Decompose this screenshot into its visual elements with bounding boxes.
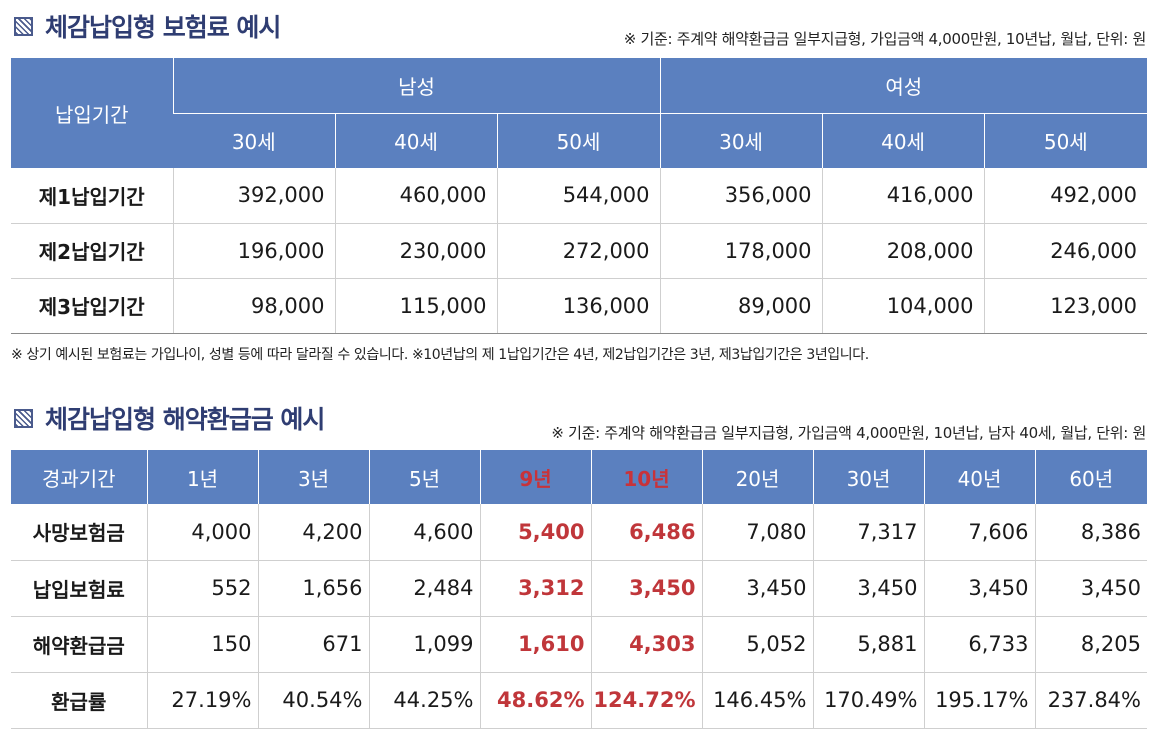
table-cell: 136,000 xyxy=(496,278,661,334)
table-cell: 3,312 xyxy=(479,560,591,617)
age-header: 30세 xyxy=(659,112,823,168)
hatched-square-icon xyxy=(14,408,33,428)
table-cell: 392,000 xyxy=(172,168,335,224)
table-cell: 150 xyxy=(146,616,258,673)
table-row: 제3납입기간 98,000 115,000 136,000 89,000 104… xyxy=(11,278,1148,334)
table-cell: 416,000 xyxy=(821,168,985,224)
table-cell: 230,000 xyxy=(334,223,497,279)
table-cell: 196,000 xyxy=(172,223,335,279)
age-header: 40세 xyxy=(821,112,985,168)
table-cell: 3,450 xyxy=(1034,560,1147,617)
table-cell: 492,000 xyxy=(983,168,1148,224)
table-cell: 48.62% xyxy=(479,672,591,729)
table-cell: 40.54% xyxy=(257,672,369,729)
table-cell: 237.84% xyxy=(1034,672,1147,729)
table-cell: 5,881 xyxy=(812,616,924,673)
hatched-square-icon xyxy=(14,16,33,36)
row-label: 해약환급금 xyxy=(11,616,147,673)
row-label: 제3납입기간 xyxy=(11,278,173,334)
period-header: 납입기간 xyxy=(11,58,173,168)
section2-basis: ※ 기준: 주계약 해약환급금 일부지급형, 가입금액 4,000만원, 10년… xyxy=(551,424,1146,442)
section1-heading: 체감납입형 보험료 예시 xyxy=(14,8,281,44)
year-header: 10년 xyxy=(590,450,702,504)
age-header: 50세 xyxy=(496,112,661,168)
section2-title: 체감납입형 해약환급금 예시 xyxy=(45,405,325,434)
table-row: 제2납입기간 196,000 230,000 272,000 178,000 2… xyxy=(11,223,1148,279)
table-cell: 4,600 xyxy=(368,504,480,561)
table-cell: 8,386 xyxy=(1034,504,1147,561)
table-cell: 3,450 xyxy=(701,560,813,617)
table-cell: 460,000 xyxy=(334,168,497,224)
table-cell: 124.72% xyxy=(590,672,702,729)
age-header: 40세 xyxy=(334,112,497,168)
row-label: 납입보험료 xyxy=(11,560,147,617)
table-cell: 2,484 xyxy=(368,560,480,617)
table-cell: 89,000 xyxy=(659,278,823,334)
footnote: ※ 상기 예시된 보험료는 가입나이, 성별 등에 따라 달라질 수 있습니다.… xyxy=(11,347,869,363)
table-cell: 5,052 xyxy=(701,616,813,673)
table-row: 사망보험금 4,000 4,200 4,600 5,400 6,486 7,080 7,317… xyxy=(11,504,1147,561)
table-cell: 356,000 xyxy=(659,168,823,224)
table-row: 제1납입기간 392,000 460,000 544,000 356,000 4… xyxy=(11,168,1148,224)
table-cell: 4,000 xyxy=(146,504,258,561)
section1-basis: ※ 기준: 주계약 해약환급금 일부지급형, 가입금액 4,000만원, 10년… xyxy=(623,30,1147,48)
premium-table: 납입기간 남성 여성 30세 40세 50세 30세 40세 50세 제1납입기… xyxy=(11,58,1148,334)
table-cell: 3,450 xyxy=(923,560,1035,617)
year-header: 20년 xyxy=(701,450,813,504)
table-cell: 1,656 xyxy=(257,560,369,617)
table-cell: 4,303 xyxy=(590,616,702,673)
elapsed-header: 경과기간 xyxy=(11,450,147,504)
row-label: 제1납입기간 xyxy=(11,168,173,224)
table-cell: 27.19% xyxy=(146,672,258,729)
year-header: 5년 xyxy=(368,450,480,504)
year-header: 30년 xyxy=(812,450,924,504)
table-cell: 552 xyxy=(146,560,258,617)
table-row: 납입보험료 552 1,656 2,484 3,312 3,450 3,450 3,450 3,… xyxy=(11,560,1147,617)
table-cell: 671 xyxy=(257,616,369,673)
table-cell: 178,000 xyxy=(659,223,823,279)
table-cell: 544,000 xyxy=(496,168,661,224)
table-cell: 7,606 xyxy=(923,504,1035,561)
table-row: 해약환급금 150 671 1,099 1,610 4,303 5,052 5,881 6,73… xyxy=(11,616,1147,673)
year-header: 9년 xyxy=(479,450,591,504)
table-cell: 104,000 xyxy=(821,278,985,334)
table-cell: 6,486 xyxy=(590,504,702,561)
table-cell: 44.25% xyxy=(368,672,480,729)
year-header: 3년 xyxy=(257,450,369,504)
table-cell: 1,610 xyxy=(479,616,591,673)
table-cell: 1,099 xyxy=(368,616,480,673)
table-cell: 272,000 xyxy=(496,223,661,279)
table-cell: 6,733 xyxy=(923,616,1035,673)
table-cell: 115,000 xyxy=(334,278,497,334)
group-header-female: 여성 xyxy=(659,58,1148,113)
table-cell: 3,450 xyxy=(590,560,702,617)
table-cell: 195.17% xyxy=(923,672,1035,729)
table-cell: 5,400 xyxy=(479,504,591,561)
row-label: 환급률 xyxy=(11,672,147,729)
table-cell: 7,317 xyxy=(812,504,924,561)
table-cell: 146.45% xyxy=(701,672,813,729)
age-header: 50세 xyxy=(983,112,1148,168)
row-label: 제2납입기간 xyxy=(11,223,173,279)
section2-heading: 체감납입형 해약환급금 예시 xyxy=(14,400,325,436)
table-cell: 246,000 xyxy=(983,223,1148,279)
surrender-table: 경과기간 1년 3년 5년 9년 10년 20년 30년 40년 60년 사망보… xyxy=(11,450,1147,729)
table-cell: 7,080 xyxy=(701,504,813,561)
year-header: 1년 xyxy=(146,450,258,504)
table-cell: 123,000 xyxy=(983,278,1148,334)
table-cell: 170.49% xyxy=(812,672,924,729)
age-header: 30세 xyxy=(173,112,335,168)
section1-title: 체감납입형 보험료 예시 xyxy=(45,13,281,42)
table-row: 환급률 27.19% 40.54% 44.25% 48.62% 124.72% 146.45… xyxy=(11,672,1147,729)
year-header: 60년 xyxy=(1034,450,1147,504)
row-label: 사망보험금 xyxy=(11,504,147,561)
table-cell: 3,450 xyxy=(812,560,924,617)
year-header: 40년 xyxy=(923,450,1035,504)
table-cell: 208,000 xyxy=(821,223,985,279)
table-cell: 8,205 xyxy=(1034,616,1147,673)
table-cell: 98,000 xyxy=(172,278,335,334)
group-header-male: 남성 xyxy=(172,58,661,113)
table-cell: 4,200 xyxy=(257,504,369,561)
